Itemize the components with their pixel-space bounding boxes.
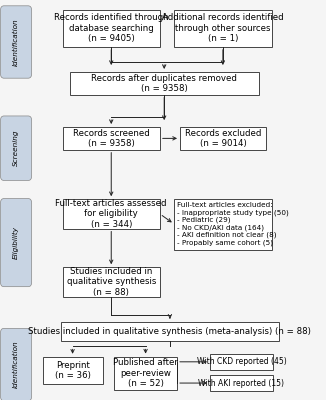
Text: With AKI reported (15): With AKI reported (15) (199, 378, 285, 388)
FancyBboxPatch shape (42, 357, 103, 384)
Text: Full-text articles excluded:
- Inappropriate study type (50)
- Pediatric (29)
- : Full-text articles excluded: - Inappropr… (176, 202, 288, 246)
FancyBboxPatch shape (63, 10, 160, 47)
Text: Screening: Screening (13, 130, 19, 166)
Text: With CKD reported (45): With CKD reported (45) (197, 357, 286, 366)
FancyBboxPatch shape (61, 322, 279, 340)
FancyBboxPatch shape (0, 328, 32, 400)
Text: Records after duplicates removed
(n = 9358): Records after duplicates removed (n = 93… (91, 74, 237, 93)
FancyBboxPatch shape (210, 375, 273, 391)
Text: Identification: Identification (13, 18, 19, 66)
FancyBboxPatch shape (70, 72, 259, 95)
FancyBboxPatch shape (174, 10, 272, 47)
FancyBboxPatch shape (180, 127, 266, 150)
Text: Additional records identified
through other sources
(n = 1): Additional records identified through ot… (162, 13, 284, 43)
Text: Records identified through
database searching
(n = 9405): Records identified through database sear… (54, 13, 169, 43)
FancyBboxPatch shape (63, 267, 160, 297)
Text: Full-text articles assessed
for eligibility
(n = 344): Full-text articles assessed for eligibil… (55, 199, 167, 229)
Text: Published after
peer-review
(n = 52): Published after peer-review (n = 52) (113, 358, 178, 388)
Text: Identification: Identification (13, 341, 19, 388)
Text: Studies included in qualitative synthesis (meta-analysis) (n = 88): Studies included in qualitative synthesi… (28, 327, 311, 336)
FancyBboxPatch shape (174, 198, 272, 250)
FancyBboxPatch shape (0, 198, 32, 287)
FancyBboxPatch shape (210, 354, 273, 370)
FancyBboxPatch shape (63, 199, 160, 229)
Text: Preprint
(n = 36): Preprint (n = 36) (55, 361, 91, 380)
Text: Records screened
(n = 9358): Records screened (n = 9358) (73, 129, 150, 148)
FancyBboxPatch shape (114, 356, 177, 390)
FancyBboxPatch shape (0, 6, 32, 78)
Text: Studies included in
qualitative synthesis
(n = 88): Studies included in qualitative synthesi… (67, 267, 156, 297)
Text: Eligibility: Eligibility (13, 226, 19, 259)
Text: Records excluded
(n = 9014): Records excluded (n = 9014) (185, 129, 261, 148)
FancyBboxPatch shape (63, 127, 160, 150)
FancyBboxPatch shape (0, 116, 32, 180)
